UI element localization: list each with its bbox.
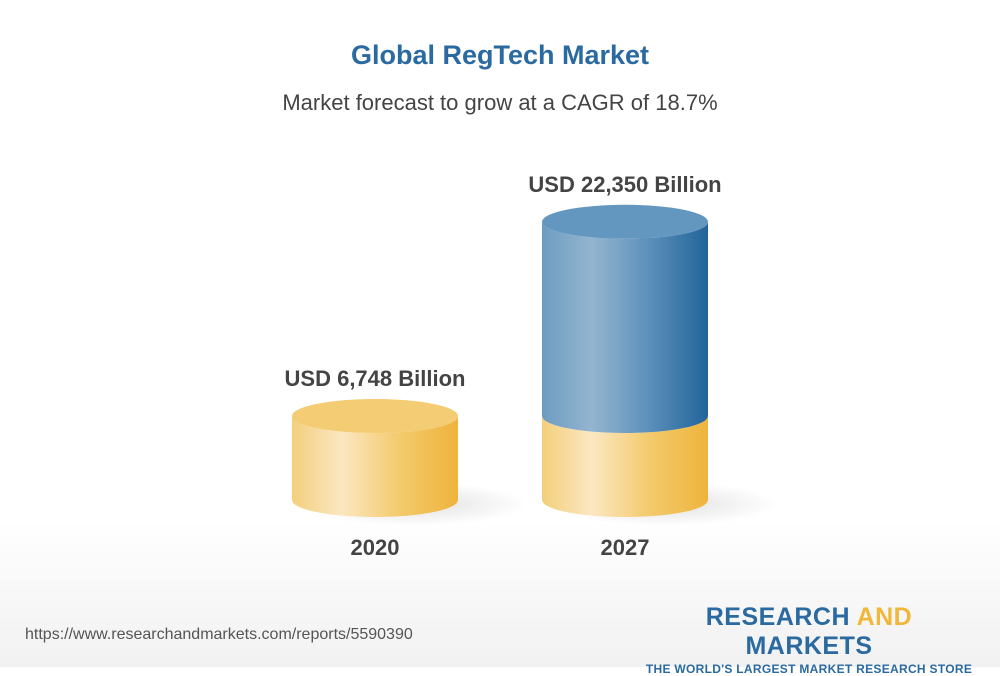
logo-text-and: AND <box>856 603 913 631</box>
data-label-2020: USD 6,748 Billion <box>285 366 466 391</box>
logo-text-markets: MARKETS <box>745 632 873 660</box>
cylinder-base-segment-2020 <box>292 416 458 517</box>
category-label-2020: 2020 <box>351 535 400 560</box>
chart-subtitle: Market forecast to grow at a CAGR of 18.… <box>282 90 718 115</box>
source-url[interactable]: https://www.researchandmarkets.com/repor… <box>25 626 413 643</box>
category-label-2027: 2027 <box>601 535 650 560</box>
chart-title: Global RegTech Market <box>350 40 650 70</box>
cylinder-base-segment-2027 <box>542 416 708 517</box>
cylinder-top-2020 <box>292 399 458 433</box>
cylinder-growth-segment-2027 <box>542 221 708 433</box>
cylinder-chart: USD 6,748 Billion USD 22,350 Billion 202… <box>285 172 778 560</box>
data-label-2027: USD 22,350 Billion <box>528 172 721 197</box>
logo-text-research: RESEARCH <box>705 603 857 631</box>
research-and-markets-logo: RESEARCH AND MARKETS THE WORLD'S LARGEST… <box>640 603 978 676</box>
logo-tagline: THE WORLD'S LARGEST MARKET RESEARCH STOR… <box>645 662 973 676</box>
cylinder-top-2027 <box>542 204 708 239</box>
